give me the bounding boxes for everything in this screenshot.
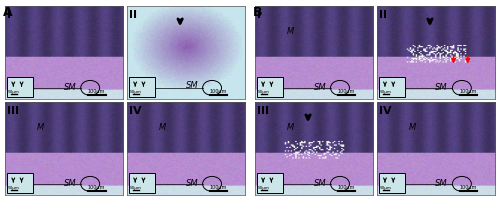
Text: II: II xyxy=(379,10,387,20)
Text: 100μm: 100μm xyxy=(210,88,226,94)
Text: III: III xyxy=(257,106,269,116)
Bar xyxy=(257,77,283,97)
Bar xyxy=(379,173,405,193)
Text: 100μm: 100μm xyxy=(459,88,476,94)
Text: I: I xyxy=(257,10,261,20)
Text: 50μm: 50μm xyxy=(8,90,20,94)
Text: B: B xyxy=(252,6,262,19)
Text: SM: SM xyxy=(436,83,448,92)
Text: M: M xyxy=(286,28,294,36)
Text: 100μm: 100μm xyxy=(88,88,105,94)
Text: IV: IV xyxy=(129,106,142,116)
Text: SM: SM xyxy=(314,179,326,188)
Text: SM: SM xyxy=(436,179,448,188)
Text: II: II xyxy=(129,10,137,20)
Text: A: A xyxy=(2,6,12,19)
Text: 50μm: 50μm xyxy=(130,90,141,94)
Text: I: I xyxy=(8,10,12,20)
Text: 50μm: 50μm xyxy=(258,186,270,190)
Text: SM: SM xyxy=(314,83,326,92)
Bar xyxy=(129,173,156,193)
Text: 100μm: 100μm xyxy=(88,185,105,190)
Bar xyxy=(8,173,34,193)
Text: SM: SM xyxy=(186,81,198,90)
Text: SM: SM xyxy=(64,179,76,188)
Text: 50μm: 50μm xyxy=(8,186,20,190)
Text: 50μm: 50μm xyxy=(258,90,270,94)
Text: SM: SM xyxy=(64,83,76,92)
Text: M: M xyxy=(37,124,44,132)
Text: IV: IV xyxy=(379,106,392,116)
Bar xyxy=(8,77,34,97)
Text: 50μm: 50μm xyxy=(380,186,392,190)
Text: 100μm: 100μm xyxy=(459,185,476,190)
Text: M: M xyxy=(158,124,166,132)
Text: III: III xyxy=(8,106,20,116)
Text: 100μm: 100μm xyxy=(210,185,226,190)
Text: 100μm: 100μm xyxy=(337,185,354,190)
Bar xyxy=(257,173,283,193)
Bar xyxy=(379,77,405,97)
Text: 50μm: 50μm xyxy=(130,186,141,190)
Text: 100μm: 100μm xyxy=(337,88,354,94)
Text: SM: SM xyxy=(186,179,198,188)
Text: 50μm: 50μm xyxy=(380,90,392,94)
Text: M: M xyxy=(408,124,416,132)
Text: M: M xyxy=(286,124,294,132)
Bar xyxy=(129,77,156,97)
